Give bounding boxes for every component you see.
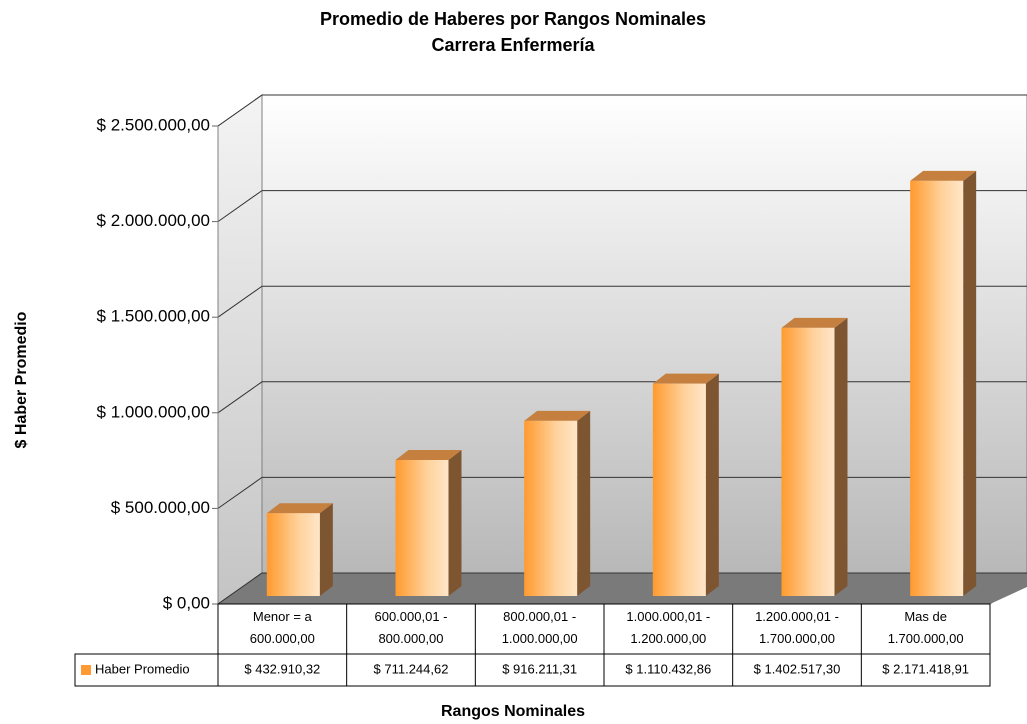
x-tick-label: 1.200.000,01 -1.700.000,00 [755,609,839,646]
value-label: $ 711.244,62 [374,661,449,676]
bar [524,410,591,596]
grid-line [217,572,1027,605]
value-label: $ 916.211,31 [502,661,577,676]
y-tick-label: $ 1.500.000,00 [97,307,210,326]
x-tick-label: 800.000,01 -1.000.000,00 [502,609,578,646]
y-tick-label: $ 0,00 [163,593,210,612]
x-tick-label: 1.000.000,01 -1.200.000,00 [626,609,710,646]
bar [910,170,977,596]
bar-top [652,373,719,384]
table-border [74,653,219,687]
grid-line [217,381,1027,414]
bar-front [395,460,449,596]
bar-side [705,373,719,596]
bar-side [448,450,462,596]
bar-side [834,317,848,596]
bar [395,450,462,596]
y-tick-label: $ 1.000.000,00 [97,402,210,421]
grid-line [217,476,1027,509]
bar-top [781,317,848,328]
x-tick-label: 600.000,01 -800.000,00 [374,609,447,646]
bar [781,317,848,596]
bar-side [577,410,591,596]
bar-side [963,170,977,596]
bar-front [266,513,320,596]
bar-top [524,410,591,421]
y-tick-label: $ 2.500.000,00 [97,115,210,134]
x-tick-label: Menor = a 600.000,00 [250,609,315,646]
legend-swatch [81,665,91,675]
bar [266,503,333,596]
bar-front [910,180,964,596]
bar-front [652,383,706,596]
floor [218,573,1027,604]
value-label: $ 1.402.517,30 [754,661,841,676]
bar-front [781,327,835,596]
chart-subtitle: Carrera Enfermería [431,35,595,55]
bar-top [910,170,977,181]
side-wall [217,94,263,605]
y-axis-label: $ Haber Promedio [13,311,30,448]
value-label: $ 432.910,32 [244,661,320,676]
x-tick-label: Mas de 1.700.000,00 [888,609,964,646]
bar-front [524,420,578,596]
chart-title: Promedio de Haberes por Rangos Nominales [320,9,706,29]
bar-top [395,450,462,461]
value-label: $ 1.110.432,86 [625,661,711,676]
y-tick-label: $ 2.000.000,00 [97,211,210,230]
value-label: $ 2.171.418,91 [882,661,969,676]
grid-line [217,94,1027,127]
bar-top [266,503,333,514]
legend-label: Haber Promedio [95,661,190,676]
y-tick-label: $ 500.000,00 [111,498,210,517]
x-axis-label: Rangos Nominales [441,703,585,720]
grid-line [217,190,1027,223]
bar-side [319,503,333,596]
bar [652,373,719,596]
grid-line [217,285,1027,318]
